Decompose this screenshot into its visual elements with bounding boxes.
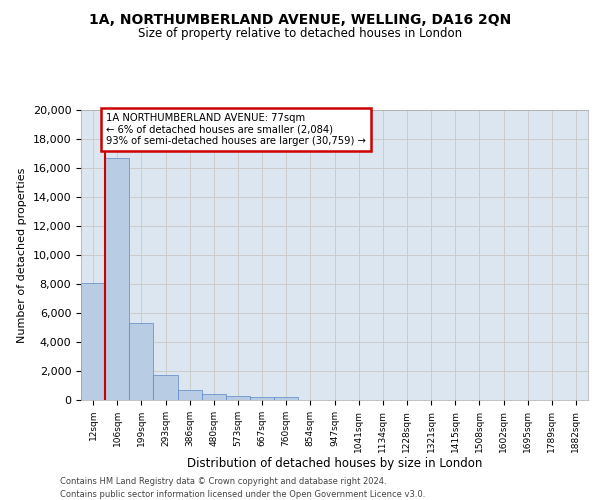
Bar [81, 282, 105, 400]
Bar [154, 374, 178, 400]
Bar [202, 394, 226, 400]
X-axis label: Distribution of detached houses by size in London: Distribution of detached houses by size … [187, 458, 482, 470]
Text: Size of property relative to detached houses in London: Size of property relative to detached ho… [138, 28, 462, 40]
Text: Contains HM Land Registry data © Crown copyright and database right 2024.: Contains HM Land Registry data © Crown c… [60, 478, 386, 486]
Text: Contains public sector information licensed under the Open Government Licence v3: Contains public sector information licen… [60, 490, 425, 499]
Bar [129, 323, 154, 400]
Text: 1A, NORTHUMBERLAND AVENUE, WELLING, DA16 2QN: 1A, NORTHUMBERLAND AVENUE, WELLING, DA16… [89, 12, 511, 26]
Text: 1A NORTHUMBERLAND AVENUE: 77sqm
← 6% of detached houses are smaller (2,084)
93% : 1A NORTHUMBERLAND AVENUE: 77sqm ← 6% of … [106, 113, 365, 146]
Bar [250, 397, 274, 400]
Bar [105, 158, 129, 400]
Bar [274, 397, 298, 400]
Bar [178, 390, 202, 400]
Bar [226, 396, 250, 400]
Y-axis label: Number of detached properties: Number of detached properties [17, 168, 27, 342]
